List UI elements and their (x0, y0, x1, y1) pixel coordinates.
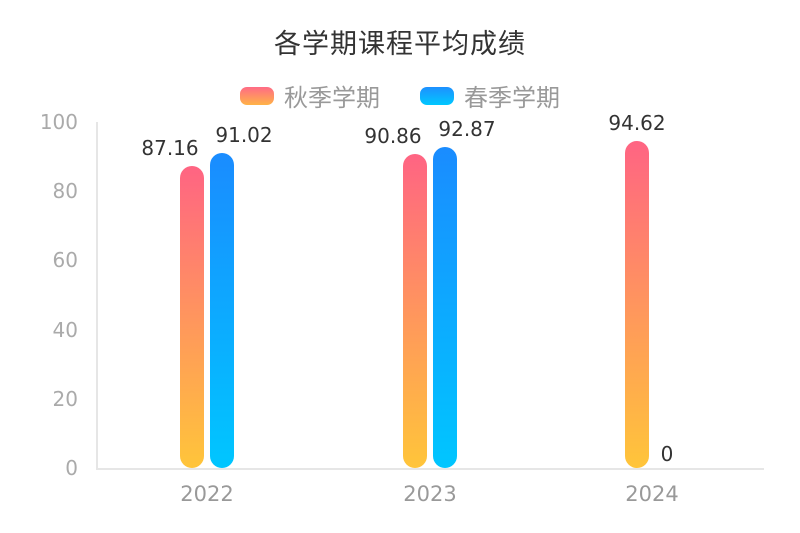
value-label-spring-2023: 92.87 (438, 116, 496, 141)
bar-spring-2022[interactable] (210, 153, 234, 468)
y-tick-label: 60 (52, 248, 78, 273)
value-label-autumn-2023: 90.86 (364, 123, 422, 148)
bar-spring-2023[interactable] (433, 146, 457, 468)
y-tick-label: 100 (39, 110, 78, 134)
y-axis-line (96, 122, 98, 469)
legend-item-spring[interactable]: 春季学期 (420, 78, 560, 113)
chart-title: 各学期课程平均成绩 (274, 29, 526, 60)
y-tick-label: 80 (52, 179, 78, 204)
legend-swatch-spring (420, 86, 454, 105)
legend-item-autumn[interactable]: 秋季学期 (240, 78, 380, 113)
legend-label-autumn: 秋季学期 (284, 84, 380, 112)
legend: 秋季学期 春季学期 (0, 78, 800, 113)
y-tick-label: 40 (52, 317, 78, 342)
x-tick-label: 2022 (180, 482, 234, 506)
value-label-spring-2022: 91.02 (215, 123, 273, 148)
y-tick-label: 0 (65, 456, 78, 480)
value-label-spring-2024: 0 (660, 442, 674, 466)
y-tick-label: 20 (52, 386, 78, 411)
bar-autumn-2024[interactable] (625, 140, 649, 468)
x-tick-label: 2024 (625, 482, 679, 506)
bar-autumn-2023[interactable] (403, 153, 427, 468)
legend-label-spring: 春季学期 (464, 84, 560, 112)
x-axis-line (96, 468, 764, 470)
bar-autumn-2022[interactable] (180, 166, 204, 468)
value-label-autumn-2022: 87.16 (141, 136, 199, 161)
x-tick-label: 2023 (403, 482, 457, 506)
legend-swatch-autumn (240, 86, 274, 105)
value-label-autumn-2024: 94.62 (608, 110, 666, 135)
